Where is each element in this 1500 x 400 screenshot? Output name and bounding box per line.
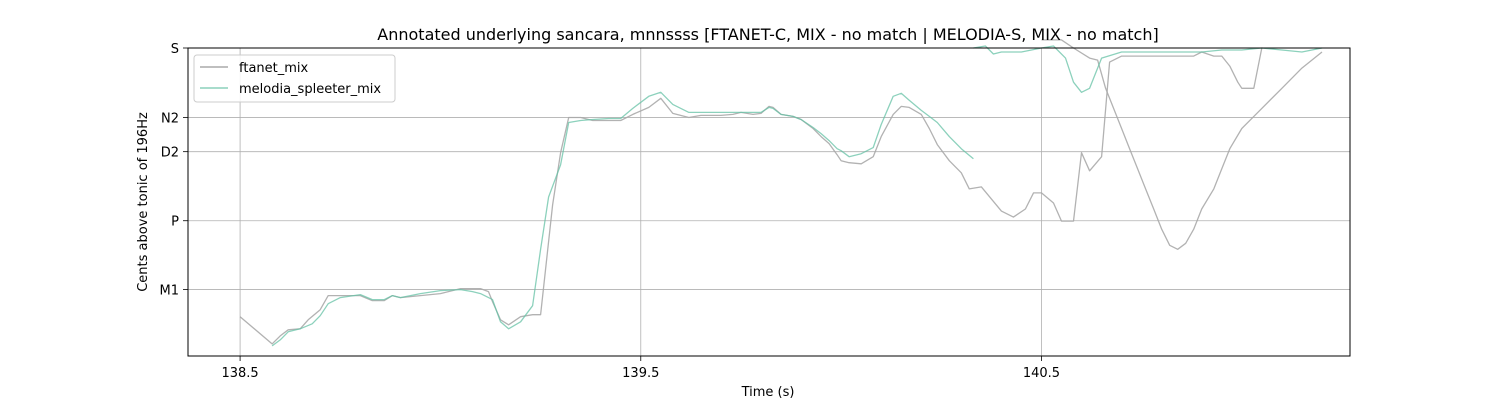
y-tick-label: M1 <box>160 284 180 299</box>
x-tick-label: 138.5 <box>221 366 258 381</box>
grid <box>188 47 1350 356</box>
legend-label-melodia-spleeter-mix: melodia_spleeter_mix <box>239 82 381 97</box>
legend-box <box>193 54 396 103</box>
series-line-melodia-spleeter-mix <box>271 91 974 347</box>
series-group <box>239 39 1323 347</box>
x-axis-title: Time (s) <box>741 385 795 400</box>
series-line-ftanet-mix <box>1041 39 1323 250</box>
y-axis-title: Cents above tonic of 196Hz <box>136 112 151 292</box>
series-ftanet-mix <box>239 39 1323 345</box>
legend-label-ftanet-mix: ftanet_mix <box>239 61 309 76</box>
y-axis: M1 P D2 N2 S <box>160 42 188 299</box>
series-melodia-spleeter-mix <box>271 45 1323 347</box>
y-tick-label: D2 <box>161 146 179 161</box>
y-tick-label: N2 <box>161 111 179 126</box>
plot-frame <box>187 47 1351 357</box>
x-tick-label: 139.5 <box>622 366 659 381</box>
y-tick-label: P <box>171 215 179 230</box>
x-tick-label: 140.5 <box>1023 366 1060 381</box>
series-line-melodia-spleeter-mix <box>973 45 1323 93</box>
y-tick-label: S <box>171 42 179 57</box>
x-axis: 138.5 139.5 140.5 <box>221 356 1060 381</box>
chart-title: Annotated underlying sancara, mnnssss [F… <box>377 25 1158 44</box>
legend: ftanet_mix melodia_spleeter_mix <box>193 54 396 103</box>
